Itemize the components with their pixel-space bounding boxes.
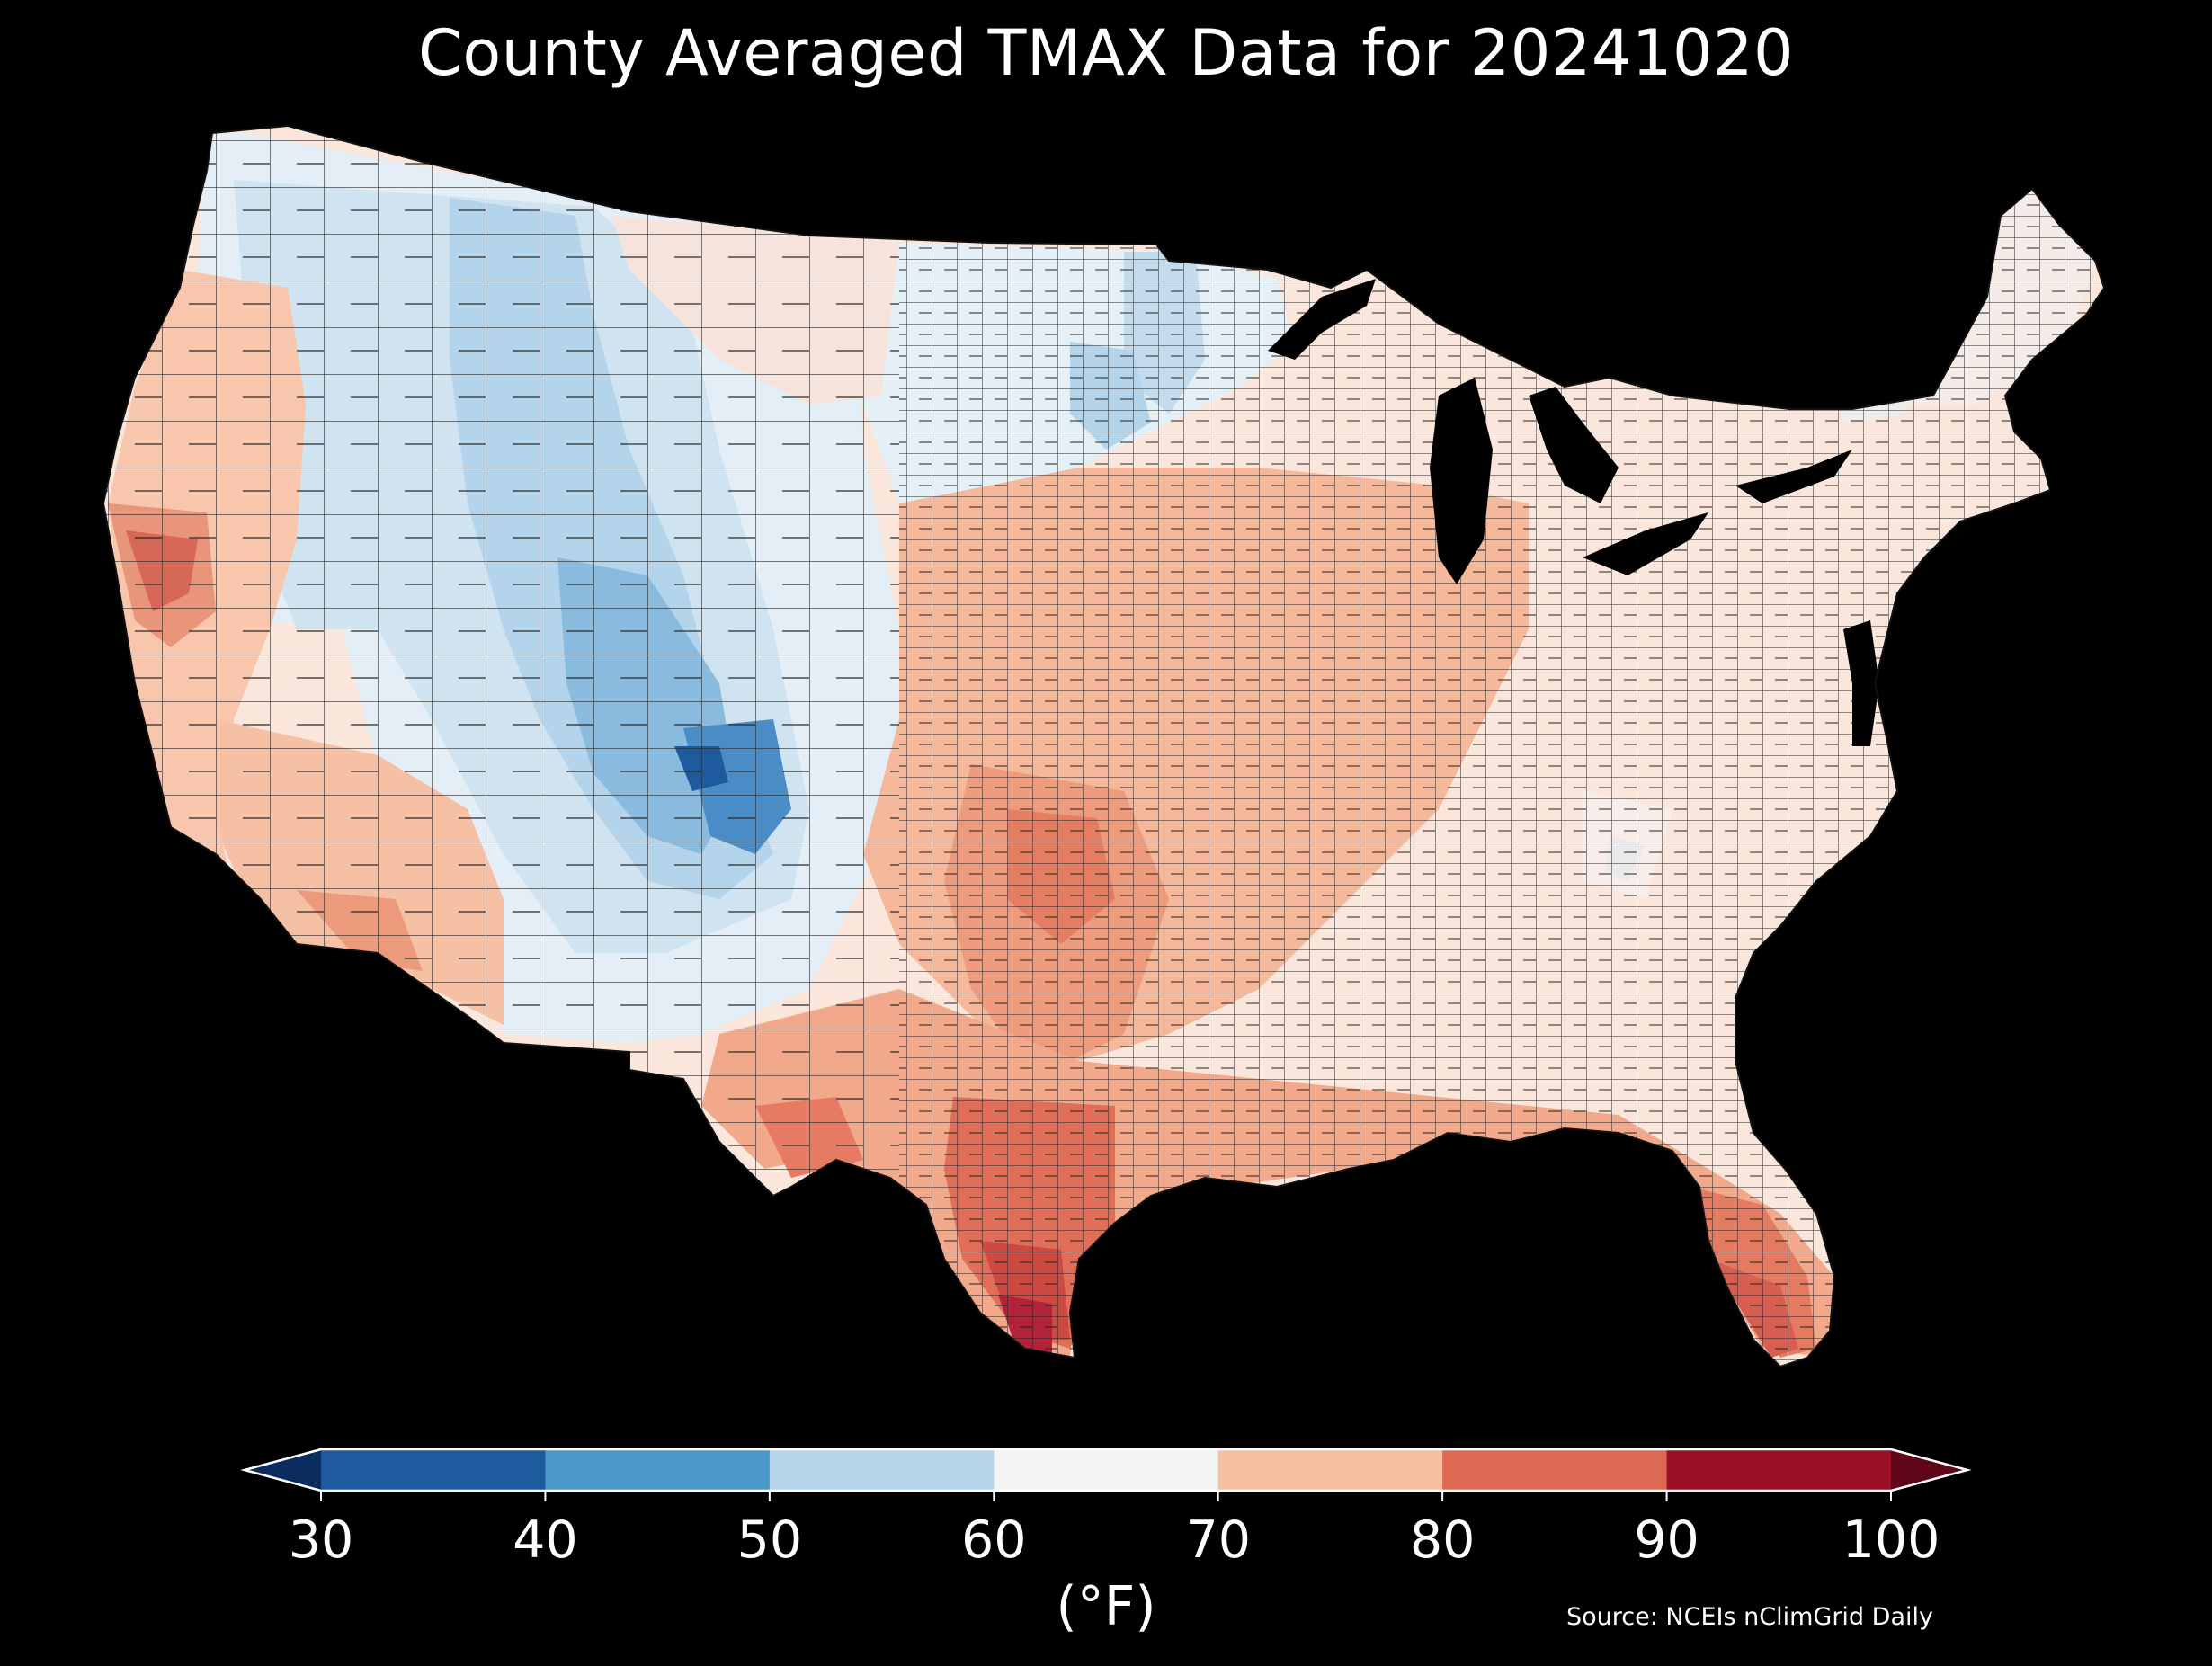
colorbar-tick-label-50: 50 — [736, 1510, 803, 1570]
colorbar-bin-90-100 — [1666, 1449, 1892, 1491]
colorbar-bin-30-40 — [321, 1449, 546, 1491]
colorbar-tick-label-100: 100 — [1842, 1510, 1940, 1570]
colorbar-tick-label-90: 90 — [1634, 1510, 1699, 1570]
colorbar-tick-label-60: 60 — [961, 1510, 1027, 1570]
colorbar-tick-label-30: 30 — [288, 1510, 354, 1570]
colorbar-tick-label-40: 40 — [513, 1510, 578, 1570]
colorbar-bin-40-50 — [545, 1449, 771, 1491]
colorbar-bin-70-80 — [1217, 1449, 1443, 1491]
colorbar-over-arrow — [1891, 1449, 1967, 1491]
colorbar-unit-label: (°F) — [1056, 1575, 1156, 1638]
source-attribution: Source: NCEIs nClimGrid Daily — [1566, 1603, 1933, 1631]
colorbar-bin-50-60 — [769, 1449, 995, 1491]
map-title: County Averaged TMAX Data for 20241020 — [417, 16, 1795, 90]
colorbar-bin-60-70 — [994, 1449, 1219, 1491]
colorbar-under-arrow — [245, 1449, 321, 1491]
colorbar-tick-label-80: 80 — [1409, 1510, 1476, 1570]
great-lakes — [1268, 279, 1879, 746]
colorbar-bin-80-90 — [1442, 1449, 1668, 1491]
colorbar-tick-label-70: 70 — [1185, 1510, 1251, 1570]
